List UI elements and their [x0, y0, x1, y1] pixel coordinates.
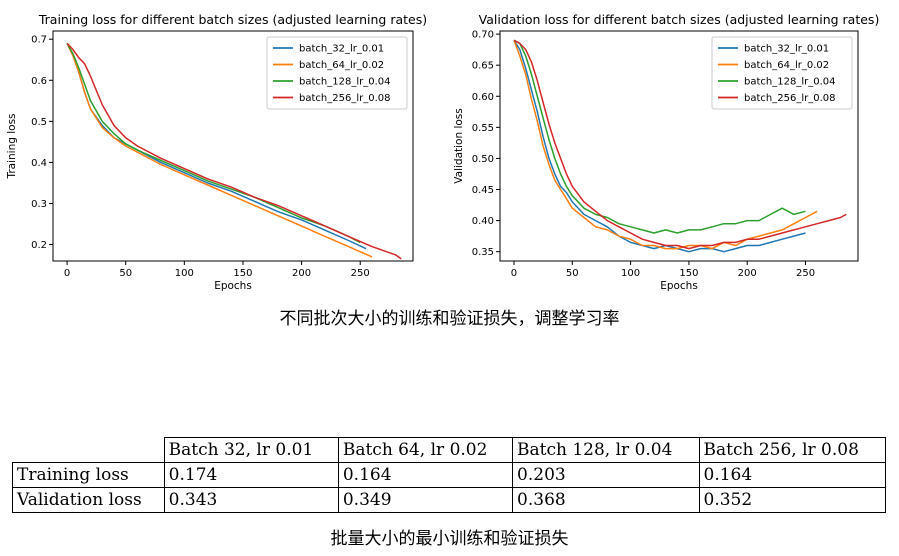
chart-training: Training loss for different batch sizes … — [6, 12, 427, 292]
table-corner-cell — [12, 437, 165, 463]
legend-label: batch_64_lr_0.02 — [299, 60, 384, 71]
y-tick-label: 0.6 — [31, 76, 47, 87]
y-tick-label: 0.45 — [472, 185, 494, 196]
x-tick-label: 50 — [119, 268, 132, 279]
legend-label: batch_128_lr_0.04 — [299, 77, 390, 88]
table-header-batch64: Batch 64, lr 0.02 — [337, 437, 514, 463]
table-cell: 0.368 — [512, 487, 700, 513]
table-row: Training loss 0.174 0.164 0.203 0.164 — [12, 462, 886, 488]
chart-validation: Validation loss for different batch size… — [453, 12, 879, 292]
y-tick-label: 0.70 — [472, 30, 494, 41]
y-tick-label: 0.55 — [472, 123, 494, 134]
series-line-batch_64_lr_0.02 — [513, 40, 818, 250]
table-caption: 批量大小的最小训练和验证损失 — [330, 529, 569, 549]
table-header-batch128: Batch 128, lr 0.04 — [512, 437, 700, 463]
plot-frame — [52, 30, 414, 262]
y-tick-label: 0.4 — [31, 158, 47, 169]
table-row: Validation loss 0.343 0.349 0.368 0.352 — [12, 487, 886, 513]
series-line-batch_128_lr_0.04 — [66, 42, 361, 244]
x-tick-label: 100 — [621, 268, 640, 279]
legend: batch_32_lr_0.01 batch_64_lr_0.02 batch_12… — [711, 36, 853, 110]
x-tick-label: 200 — [738, 268, 757, 279]
x-tick-label: 150 — [233, 268, 252, 279]
table-cell: 0.164 — [337, 462, 514, 488]
y-tick-label: 0.35 — [472, 247, 494, 258]
legend-box — [266, 36, 408, 110]
y-tick-label: 0.60 — [472, 92, 494, 103]
series-line-batch_256_lr_0.08 — [513, 39, 847, 250]
plot-frame — [499, 30, 859, 262]
results-table: Batch 32, lr 0.01 Batch 64, lr 0.02 Batc… — [12, 437, 886, 513]
x-axis-label: Epochs — [214, 280, 252, 292]
series-line-batch_32_lr_0.01 — [513, 39, 806, 253]
series-line-batch_64_lr_0.02 — [66, 42, 373, 258]
x-axis-label: Epochs — [660, 280, 698, 292]
table-header-row: Batch 32, lr 0.01 Batch 64, lr 0.02 Batc… — [12, 437, 886, 463]
x-tick-label: 100 — [175, 268, 194, 279]
y-axis-label: Training loss — [6, 113, 18, 179]
y-tick-label: 0.65 — [472, 61, 494, 72]
series-line-batch_128_lr_0.04 — [513, 39, 806, 234]
table-cell: 0.174 — [163, 462, 339, 488]
legend-label: batch_32_lr_0.01 — [744, 44, 829, 55]
charts-area: Training loss for different batch sizes … — [6, 12, 879, 292]
legend: batch_32_lr_0.01 batch_64_lr_0.02 batch_12… — [266, 36, 408, 110]
legend-label: batch_64_lr_0.02 — [744, 60, 829, 71]
x-tick-label: 200 — [292, 268, 311, 279]
x-tick-label: 0 — [64, 268, 70, 279]
figure-caption: 不同批次大小的训练和验证损失，调整学习率 — [279, 309, 620, 329]
legend-label: batch_128_lr_0.04 — [744, 77, 835, 88]
series-line-batch_256_lr_0.08 — [66, 42, 402, 260]
table-header-batch256: Batch 256, lr 0.08 — [698, 437, 886, 463]
legend-label: batch_256_lr_0.08 — [744, 93, 835, 104]
y-tick-label: 0.5 — [31, 117, 47, 128]
legend-box — [711, 36, 853, 110]
y-tick-label: 0.40 — [472, 216, 494, 227]
x-tick-label: 250 — [796, 268, 815, 279]
row-label-training: Training loss — [12, 462, 165, 488]
row-label-validation: Validation loss — [12, 487, 165, 513]
y-tick-label: 0.3 — [31, 199, 47, 210]
legend-label: batch_32_lr_0.01 — [299, 44, 384, 55]
x-tick-label: 150 — [679, 268, 698, 279]
chart-title: Validation loss for different batch size… — [479, 12, 880, 27]
y-tick-label: 0.2 — [31, 240, 47, 251]
table-cell: 0.164 — [698, 462, 886, 488]
x-tick-label: 0 — [511, 268, 517, 279]
y-axis-label: Validation loss — [453, 108, 465, 183]
legend-label: batch_256_lr_0.08 — [299, 93, 390, 104]
table-cell: 0.343 — [163, 487, 339, 513]
x-tick-label: 50 — [566, 268, 579, 279]
chart-title: Training loss for different batch sizes … — [38, 12, 427, 27]
table-cell: 0.349 — [337, 487, 514, 513]
y-tick-label: 0.7 — [31, 35, 47, 46]
table-cell: 0.203 — [512, 462, 700, 488]
table-cell: 0.352 — [698, 487, 886, 513]
y-tick-label: 0.50 — [472, 154, 494, 165]
table-header-batch32: Batch 32, lr 0.01 — [163, 437, 339, 463]
x-tick-label: 250 — [351, 268, 370, 279]
